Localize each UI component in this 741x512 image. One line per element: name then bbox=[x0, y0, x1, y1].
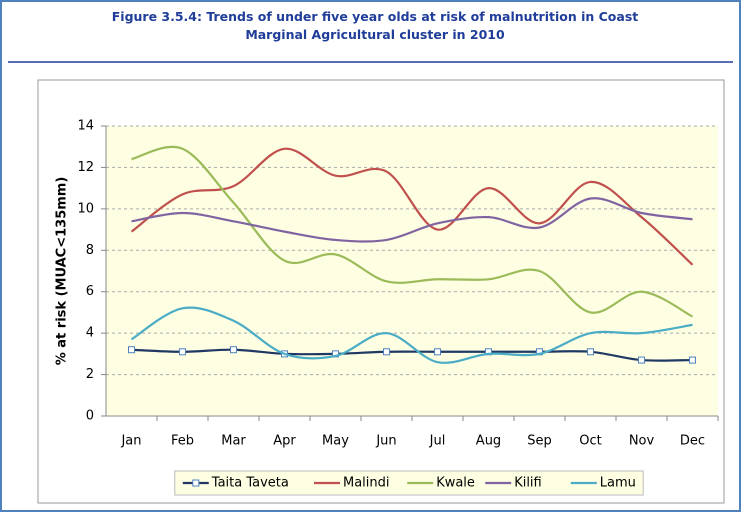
legend-label: Lamu bbox=[600, 476, 636, 491]
point-marker bbox=[383, 348, 390, 356]
series-line bbox=[130, 147, 694, 266]
point-marker bbox=[587, 348, 594, 356]
x-tick-label: Sep bbox=[527, 434, 552, 449]
legend-label: Kilifi bbox=[514, 476, 542, 491]
x-tick-label: Apr bbox=[273, 434, 296, 449]
x-tick-label: Jun bbox=[375, 434, 396, 449]
x-tick-label: Nov bbox=[629, 434, 655, 449]
plot-area bbox=[106, 126, 718, 416]
x-tick-label: Feb bbox=[171, 434, 194, 449]
point-marker bbox=[434, 348, 441, 356]
x-tick-label: May bbox=[322, 434, 349, 449]
point-marker bbox=[638, 356, 645, 364]
point-marker bbox=[230, 346, 237, 354]
series-line bbox=[131, 197, 693, 243]
y-tick-label: 14 bbox=[77, 119, 94, 134]
x-tick-label: Jul bbox=[429, 434, 446, 449]
legend-label: Malindi bbox=[343, 476, 390, 491]
y-tick-label: 6 bbox=[86, 284, 94, 299]
point-marker bbox=[179, 348, 186, 356]
y-axis-label: % at risk (MUAC<135mm) bbox=[55, 177, 70, 366]
chart-title: Figure 3.5.4: Trends of under five year … bbox=[112, 9, 639, 24]
legend-label: Kwale bbox=[436, 476, 475, 491]
x-tick-label: Aug bbox=[476, 434, 501, 449]
y-tick-label: 0 bbox=[86, 409, 94, 424]
x-tick-label: Mar bbox=[221, 434, 246, 449]
y-tick-label: 8 bbox=[86, 243, 94, 258]
series-line bbox=[131, 145, 694, 318]
legend-marker bbox=[192, 479, 200, 487]
legend-label: Taita Taveta bbox=[211, 476, 289, 491]
y-tick-label: 2 bbox=[86, 367, 94, 382]
series-line bbox=[130, 306, 693, 364]
y-tick-label: 12 bbox=[77, 160, 94, 175]
x-tick-label: Dec bbox=[680, 434, 705, 449]
point-marker bbox=[128, 346, 135, 354]
point-marker bbox=[689, 356, 696, 364]
chart-subtitle: Marginal Agricultural cluster in 2010 bbox=[245, 27, 505, 42]
x-tick-label: Jan bbox=[120, 434, 141, 449]
series-line bbox=[131, 348, 693, 362]
y-tick-label: 4 bbox=[86, 326, 94, 341]
x-tick-label: Oct bbox=[579, 434, 601, 449]
y-tick-label: 10 bbox=[77, 201, 94, 216]
